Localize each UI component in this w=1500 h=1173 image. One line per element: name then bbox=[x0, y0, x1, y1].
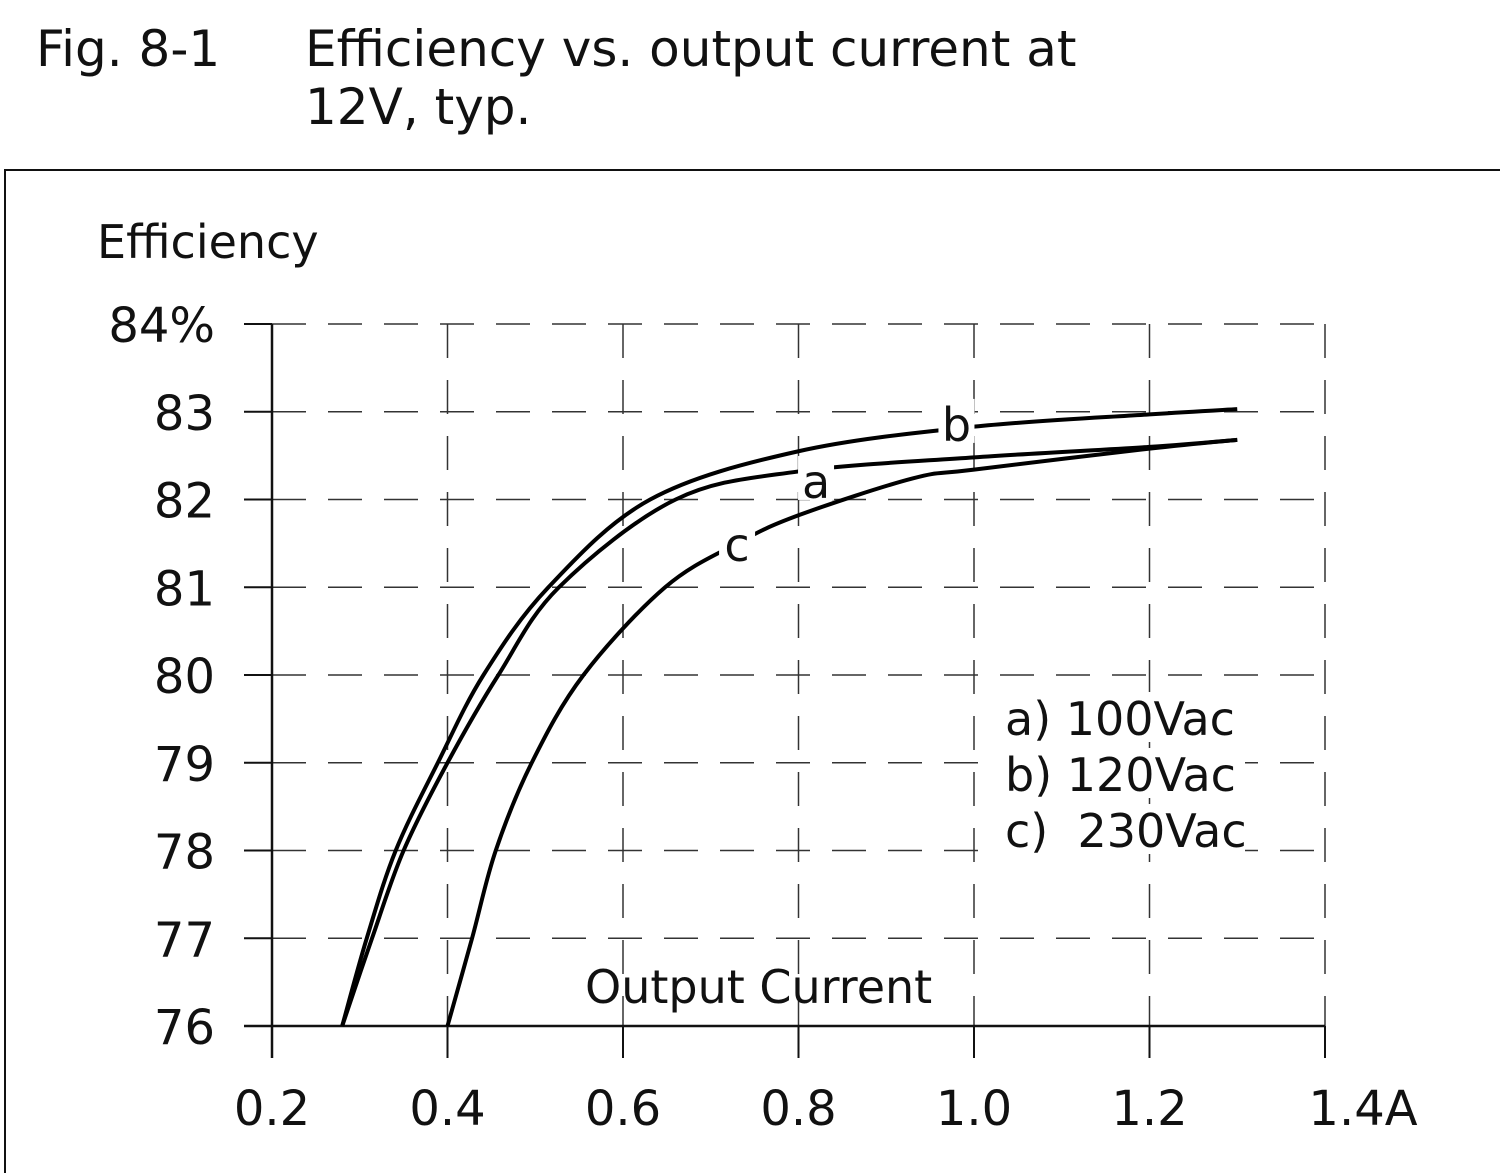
series-line-c bbox=[445, 437, 1238, 1027]
curve-label-a: a bbox=[802, 455, 830, 509]
x-tick-label: 1.0 bbox=[936, 1081, 1012, 1137]
curve-label-b: b bbox=[942, 398, 971, 452]
series-line-b bbox=[340, 407, 1238, 1027]
legend-bg bbox=[1000, 748, 1245, 798]
curve-label-c: c bbox=[724, 518, 749, 572]
y-tick-label: 76 bbox=[154, 1000, 215, 1056]
x-tick-label: 0.2 bbox=[234, 1081, 310, 1137]
y-tick-label: 84% bbox=[108, 298, 215, 354]
legend-entry: b) 120Vac bbox=[1005, 748, 1236, 802]
curve-label-bg bbox=[798, 455, 835, 500]
frame bbox=[4, 169, 1500, 1173]
x-tick-label: 0.8 bbox=[760, 1081, 836, 1137]
x-tick-label: 0.6 bbox=[585, 1081, 661, 1137]
legend-entry: c) 230Vac bbox=[1005, 804, 1247, 858]
y-tick-label: 80 bbox=[154, 649, 215, 705]
x-axis-label: Output Current bbox=[585, 960, 932, 1014]
legend-entry: a) 100Vac bbox=[1005, 692, 1235, 746]
y-tick-label: 79 bbox=[154, 737, 215, 793]
legend-bg bbox=[1000, 804, 1245, 854]
curve-label-bg bbox=[719, 519, 756, 564]
y-axis-label: Efficiency bbox=[97, 215, 319, 269]
figure-label: Fig. 8-1 bbox=[36, 20, 221, 78]
series-line-a bbox=[340, 437, 1238, 1027]
y-tick-label: 81 bbox=[154, 561, 215, 617]
y-tick-label: 83 bbox=[154, 386, 215, 442]
x-tick-label: 1.4A bbox=[1308, 1081, 1417, 1137]
legend-bg bbox=[1000, 692, 1245, 742]
y-tick-label: 78 bbox=[154, 825, 215, 881]
curve-label-bg bbox=[938, 398, 975, 443]
chart-title: Efficiency vs. output current at 12V, ty… bbox=[305, 20, 1077, 136]
y-tick-label: 82 bbox=[154, 474, 215, 530]
x-tick-label: 0.4 bbox=[409, 1081, 485, 1137]
x-tick-label: 1.2 bbox=[1111, 1081, 1187, 1137]
y-tick-label: 77 bbox=[154, 912, 215, 968]
